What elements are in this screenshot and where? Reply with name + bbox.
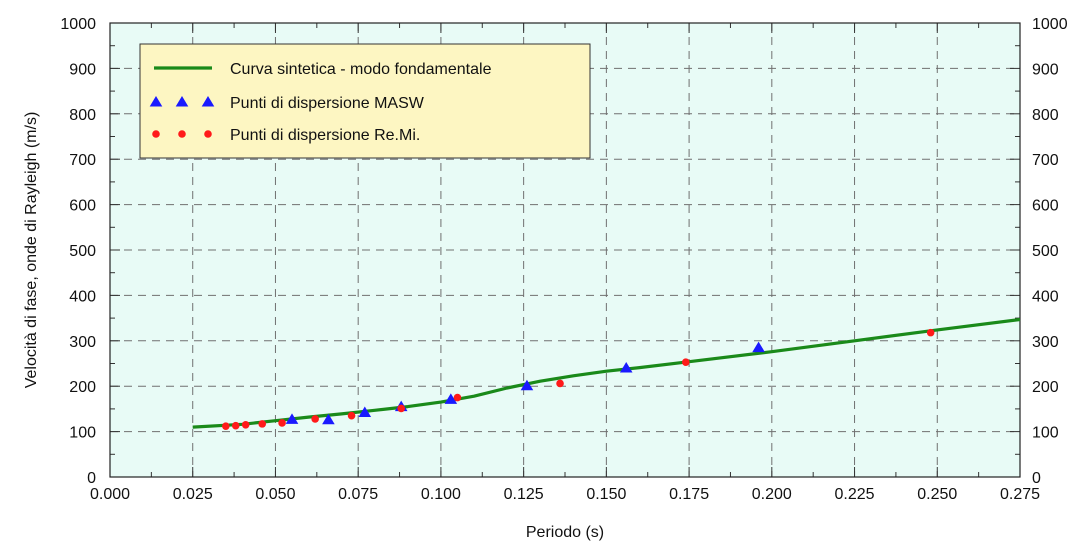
legend-box (139, 43, 591, 159)
masw-point (358, 406, 372, 418)
y-tick-label-right: 900 (1032, 61, 1059, 78)
masw-point (619, 362, 633, 373)
remi-point (258, 420, 267, 428)
x-tick-label: 0.275 (1000, 486, 1040, 503)
x-tick-label: 0.075 (338, 486, 378, 503)
y-tick-label-right: 600 (1032, 198, 1059, 215)
remi-point (241, 420, 250, 429)
legend-swatch-dot (204, 130, 212, 138)
remi-point (926, 328, 935, 337)
masw-point (444, 393, 458, 404)
y-tick-label-left: 700 (69, 152, 96, 169)
masw-point (520, 379, 534, 391)
legend: Curva sintetica - modo fondamentale Punti… (139, 43, 591, 159)
y-tick-label-right: 400 (1032, 288, 1059, 305)
x-tick-label: 0.000 (90, 486, 130, 503)
axis-ticks (109, 22, 1021, 478)
y-tick-label-left: 500 (69, 243, 96, 260)
legend-swatch-dot (178, 130, 186, 138)
masw-point (322, 413, 335, 425)
x-tick-label: 0.025 (173, 486, 213, 503)
y-tick-label-right: 700 (1032, 152, 1059, 169)
plot-frame (109, 22, 1021, 478)
remi-point (231, 421, 240, 430)
y-tick-label-left: 300 (69, 334, 96, 351)
legend-swatch-triangle (149, 96, 163, 107)
y-tick-label-right: 0 (1032, 470, 1041, 487)
x-tick-label: 0.100 (421, 486, 461, 503)
remi-point (311, 415, 319, 423)
y-tick-label-left: 1000 (60, 16, 96, 33)
remi-point (278, 419, 286, 427)
axis-labels: 0.000 0.025 0.050 0.075 0.100 0.125 0.150 0.175… (60, 16, 1067, 503)
legend-label: Punti di dispersione MASW (230, 95, 425, 112)
y-axis-title: Velocità di fase, onde di Rayleigh (m/s) (23, 112, 40, 389)
legend-label: Curva sintetica - modo fondamentale (230, 61, 492, 78)
masw-point (285, 413, 299, 424)
x-tick-label: 0.175 (669, 486, 709, 503)
x-tick-label: 0.050 (255, 486, 295, 503)
y-tick-label-right: 500 (1032, 243, 1059, 260)
series-layer (192, 317, 1021, 430)
remi-point (397, 404, 406, 413)
legend-label: Punti di dispersione Re.Mi. (230, 127, 420, 144)
remi-point (556, 379, 564, 388)
remi-point (222, 422, 230, 430)
y-tick-label-right: 800 (1032, 107, 1059, 124)
y-tick-label-right: 300 (1032, 334, 1059, 351)
y-tick-label-left: 0 (87, 470, 96, 487)
y-tick-label-left: 600 (69, 198, 96, 215)
x-tick-label: 0.125 (504, 486, 544, 503)
x-tick-label: 0.200 (752, 486, 792, 503)
y-tick-label-left: 200 (69, 379, 96, 396)
y-tick-label-right: 1000 (1032, 16, 1068, 33)
x-tick-label: 0.225 (835, 486, 875, 503)
y-tick-label-left: 800 (69, 107, 96, 124)
remi-point (347, 411, 356, 420)
legend-swatch-triangle (175, 96, 189, 107)
x-tick-label: 0.150 (586, 486, 626, 503)
masw-point (752, 341, 765, 353)
legend-swatch-triangle (201, 96, 215, 107)
legend-swatch-dot (152, 130, 160, 138)
x-axis-title: Periodo (s) (526, 524, 604, 541)
series-line-curva-sintetica (192, 317, 1021, 429)
x-tick-label: 0.250 (917, 486, 957, 503)
remi-point (681, 358, 690, 366)
y-tick-label-right: 200 (1032, 379, 1059, 396)
y-tick-label-left: 400 (69, 288, 96, 305)
y-tick-label-right: 100 (1032, 425, 1059, 442)
y-tick-label-left: 100 (69, 425, 96, 442)
y-tick-label-left: 900 (69, 61, 96, 78)
remi-point (453, 393, 462, 402)
